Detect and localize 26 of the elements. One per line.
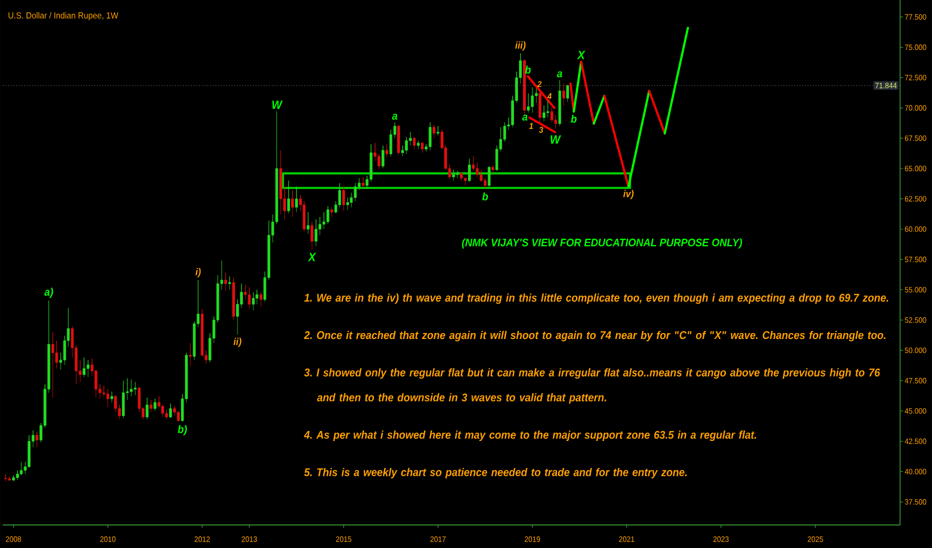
- annotation: 2. Once it reached that zone again it will shoot to again to 74 near by for "C" of "X" wave. Chances for triangle too.: [304, 330, 886, 342]
- annotation: b: [570, 114, 577, 123]
- annotation: W: [550, 135, 562, 144]
- annotation: i): [196, 268, 201, 278]
- annotation: 2: [537, 80, 542, 87]
- annotation: 5. This is a weekly chart so patience needed to trade and for the entry zone.: [304, 468, 687, 478]
- annotation: iii): [515, 41, 526, 50]
- annotation: a: [392, 114, 398, 120]
- annotation: X: [577, 50, 586, 59]
- annotation: 4: [547, 93, 552, 99]
- annotation: b: [482, 192, 488, 200]
- annotation: (NMK VIJAY'S VIEW FOR EDUCATIONAL PURPOSE ONLY): [462, 238, 742, 248]
- text: U.S. Dollar / Indian Rupee, 1W: [8, 12, 118, 20]
- annotation: ii): [234, 338, 242, 347]
- annotation: b): [178, 424, 187, 436]
- annotation: a): [44, 288, 53, 298]
- annotation: a: [556, 71, 562, 78]
- annotation: 3: [539, 126, 544, 133]
- annotation: 1: [529, 122, 533, 129]
- annotation: iv): [623, 190, 634, 200]
- annotation: W: [272, 100, 283, 109]
- annotation: a: [522, 114, 528, 120]
- annotation: X: [308, 252, 316, 261]
- annotation: 4. As per what i showed here it may come to the major support zone 63.5 in a regular flat.: [304, 430, 756, 441]
- annotation: 1. We are in the iv) th wave and trading in this little complicate too, even though i am expecting a drop to 69.7 zone.: [304, 293, 888, 304]
- text: 3. I showed only the regular flat but it can make a irregular flat also..means it cango above the previous high to 76 and then to the downside in 3 waves to valid that pattern.: [304, 368, 880, 404]
